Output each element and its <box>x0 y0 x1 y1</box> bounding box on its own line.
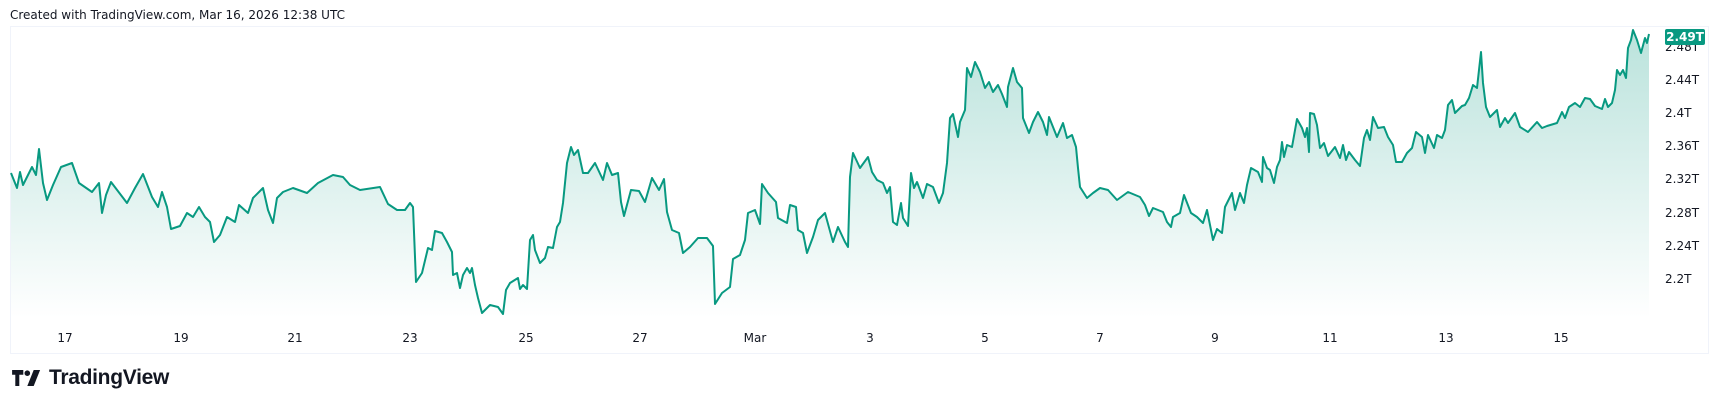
y-tick-label: 2.32T <box>1665 172 1700 186</box>
x-tick-label: 11 <box>1322 331 1338 345</box>
x-tick-label: 13 <box>1438 331 1454 345</box>
y-tick-label: 2.2T <box>1665 272 1692 286</box>
x-tick-label: 19 <box>173 331 189 345</box>
y-tick-label: 2.36T <box>1665 139 1700 153</box>
last-price-badge: 2.49T <box>1665 29 1705 45</box>
tradingview-logo[interactable]: TradingView <box>12 366 169 390</box>
x-tick-label: 3 <box>866 331 874 345</box>
x-tick-label: Mar <box>743 331 767 345</box>
price-line <box>10 29 1650 315</box>
x-tick-label: 5 <box>981 331 989 345</box>
chart-credit: Created with TradingView.com, Mar 16, 20… <box>10 8 345 22</box>
x-tick-label: 9 <box>1211 331 1219 345</box>
tradingview-logo-icon <box>12 370 41 386</box>
x-tick-label: 15 <box>1553 331 1569 345</box>
y-tick-label: 2.4T <box>1665 106 1692 120</box>
x-tick-label: 17 <box>57 331 73 345</box>
x-tick-label: 25 <box>518 331 534 345</box>
x-tick-label: 21 <box>287 331 303 345</box>
x-tick-label: 27 <box>632 331 648 345</box>
y-tick-label: 2.28T <box>1665 206 1700 220</box>
x-tick-label: 7 <box>1096 331 1104 345</box>
area-fill <box>11 30 1649 318</box>
logo-text: TradingView <box>49 366 170 389</box>
y-tick-label: 2.44T <box>1665 73 1700 87</box>
y-tick-label: 2.24T <box>1665 239 1700 253</box>
x-tick-label: 23 <box>402 331 418 345</box>
